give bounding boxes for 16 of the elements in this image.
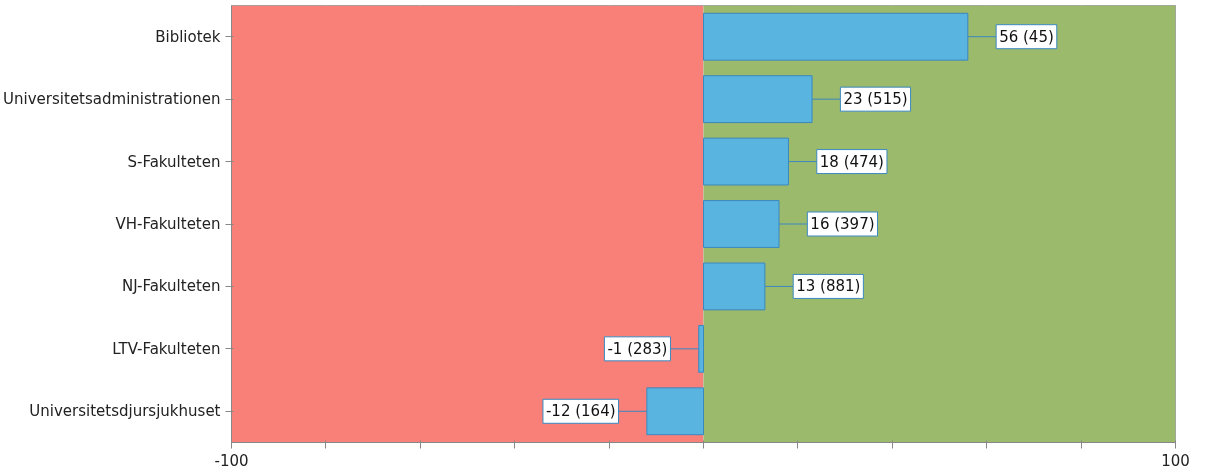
data-label: 23 (515) <box>843 90 908 109</box>
y-tick-label: Universitetsadministrationen <box>3 90 221 109</box>
y-tick-label: NJ-Fakulteten <box>121 277 221 296</box>
data-label: 56 (45) <box>999 27 1054 46</box>
y-tick-label: Bibliotek <box>155 27 221 46</box>
data-label: -12 (164) <box>545 402 616 421</box>
y-tick-label: LTV-Fakulteten <box>112 339 221 358</box>
y-tick-label: S-Fakulteten <box>127 152 221 171</box>
data-label: 13 (881) <box>796 277 861 296</box>
x-tick-label: 100 <box>1161 451 1190 470</box>
data-label: -1 (283) <box>607 339 668 358</box>
y-tick-label: VH-Fakulteten <box>115 215 221 233</box>
data-label: 16 (397) <box>810 215 875 233</box>
y-tick-label: Universitetsdjursjukhuset <box>29 402 221 421</box>
x-tick-label: -100 <box>214 451 249 470</box>
data-label: 18 (474) <box>819 152 884 171</box>
